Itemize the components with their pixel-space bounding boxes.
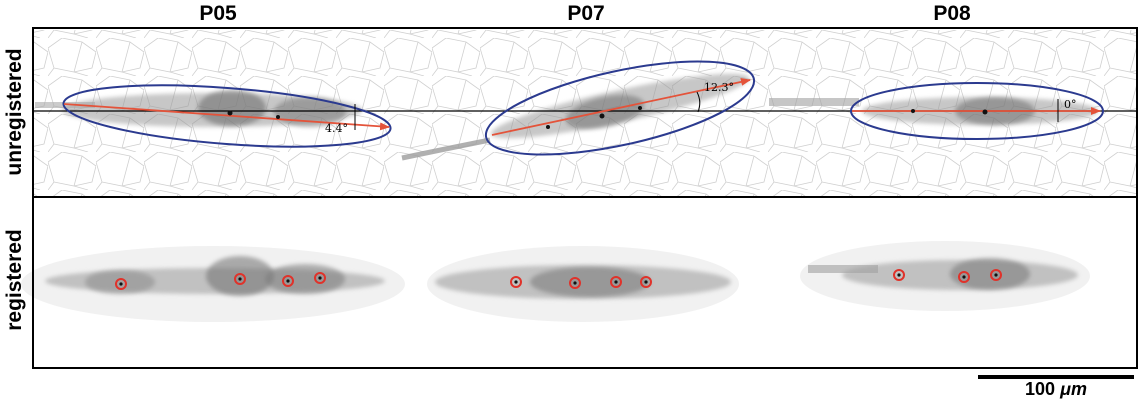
nuclei-unregistered — [227, 106, 988, 129]
marker-p07-1 — [510, 276, 522, 288]
angle-label-p07: 12.3° — [704, 81, 734, 94]
marker-p05-1 — [115, 278, 127, 290]
scale-bar-label: 100 μm — [976, 379, 1136, 400]
tissue-p07-registered — [435, 265, 731, 299]
column-title-p05: P05 — [199, 2, 237, 25]
angle-label-p08: 0° — [1064, 98, 1077, 111]
marker-p05-2 — [234, 273, 246, 285]
marker-p05-3 — [282, 275, 294, 287]
scale-bar-unit: μm — [1060, 379, 1087, 399]
axis-arrow-p07 — [491, 77, 751, 136]
column-title-p07: P07 — [567, 2, 605, 25]
marker-p08-3 — [990, 269, 1002, 281]
marker-p07-4 — [640, 276, 652, 288]
marker-p07-3 — [610, 276, 622, 288]
angle-label-p05: 4.4° — [325, 122, 348, 135]
marker-p07-2 — [569, 277, 581, 289]
marker-circles-registered — [115, 269, 1002, 290]
nuclei-registered — [119, 273, 998, 286]
column-title-p08: P08 — [933, 2, 971, 25]
marker-p08-2 — [958, 271, 970, 283]
scale-bar-value: 100 — [1025, 379, 1056, 399]
marker-p05-4 — [314, 272, 326, 284]
angle-arc-p07 — [696, 91, 701, 113]
fit-ellipse-p07 — [484, 60, 756, 156]
axis-arrow-p05 — [63, 103, 390, 131]
marker-p08-1 — [893, 269, 905, 281]
fit-ellipse-p05 — [62, 84, 392, 148]
tissue-p05-registered — [45, 256, 385, 296]
fit-ellipse-p08 — [850, 82, 1104, 140]
